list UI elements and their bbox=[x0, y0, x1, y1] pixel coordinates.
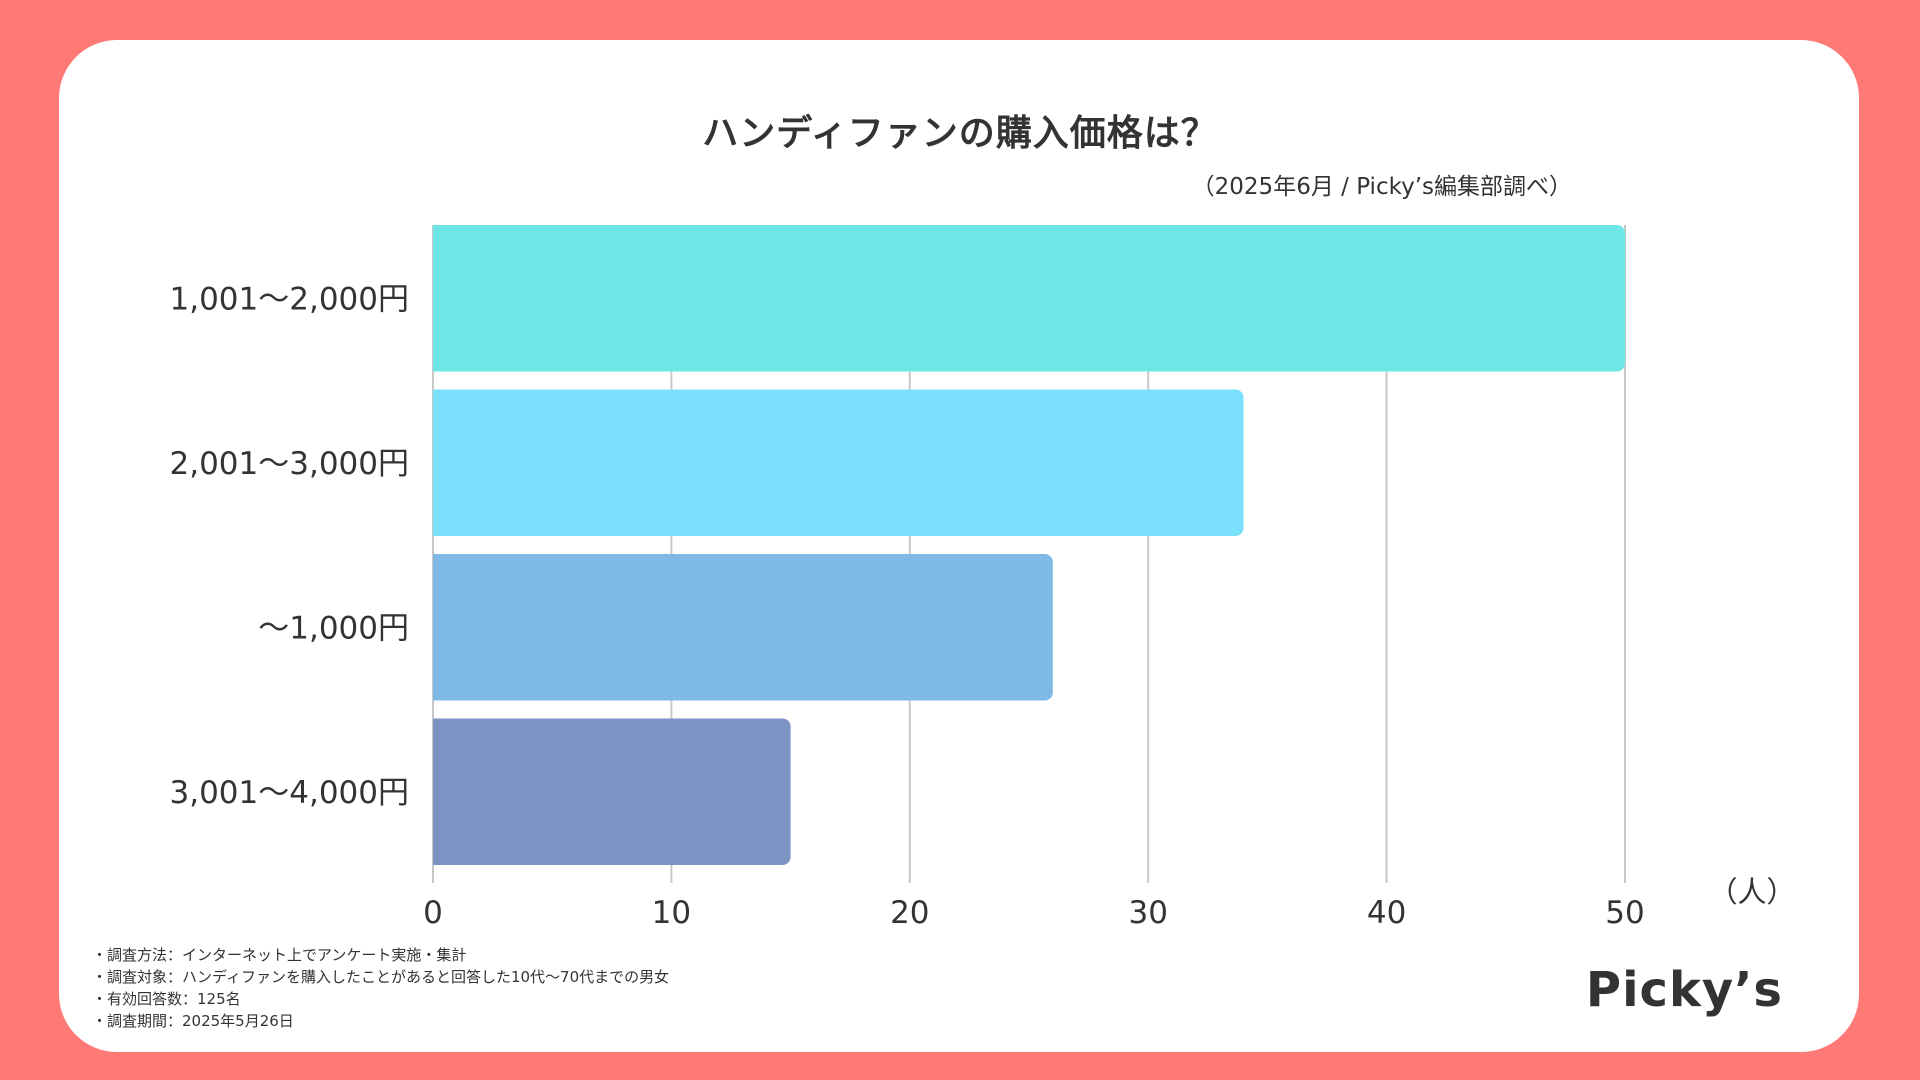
bar-2 bbox=[433, 389, 1244, 536]
bar-3 bbox=[433, 554, 1053, 701]
x-tick-label-0: 0 bbox=[423, 895, 443, 931]
x-axis-unit-label: （人） bbox=[1708, 875, 1795, 909]
bar-2-edge bbox=[433, 389, 445, 536]
survey-notes: ・調査方法：インターネット上でアンケート実施・集計 ・調査対象：ハンディファンを… bbox=[92, 944, 669, 1032]
x-tick-label-20: 20 bbox=[890, 895, 929, 931]
bar-3-edge bbox=[433, 554, 445, 701]
bar-1 bbox=[433, 225, 1625, 372]
category-label-4: 3,001〜4,000円 bbox=[170, 775, 410, 811]
note-period: ・調査期間：2025年5月26日 bbox=[92, 1012, 294, 1030]
chart-subtitle: （2025年6月 / Picky’s編集部調べ） bbox=[1191, 174, 1572, 200]
category-label-3: 〜1,000円 bbox=[258, 610, 409, 646]
bar-4 bbox=[433, 718, 791, 865]
chart-title: ハンディファンの購入価格は？ bbox=[702, 113, 1218, 154]
note-method: ・調査方法：インターネット上でアンケート実施・集計 bbox=[92, 946, 467, 964]
bar-1-edge bbox=[433, 225, 445, 372]
note-target: ・調査対象：ハンディファンを購入したことがあると回答した10代〜70代までの男女 bbox=[92, 968, 670, 986]
note-responses: ・有効回答数：125名 bbox=[92, 990, 241, 1008]
brand-logo: Picky’s bbox=[1585, 962, 1783, 1018]
category-label-1: 1,001〜2,000円 bbox=[170, 281, 410, 317]
bar-4-edge bbox=[433, 718, 445, 865]
category-label-2: 2,001〜3,000円 bbox=[170, 446, 410, 482]
x-tick-label-10: 10 bbox=[652, 895, 691, 931]
x-tick-label-30: 30 bbox=[1128, 895, 1167, 931]
x-tick-label-50: 50 bbox=[1605, 895, 1644, 931]
x-tick-label-40: 40 bbox=[1367, 895, 1406, 931]
chart-card bbox=[59, 40, 1859, 1052]
